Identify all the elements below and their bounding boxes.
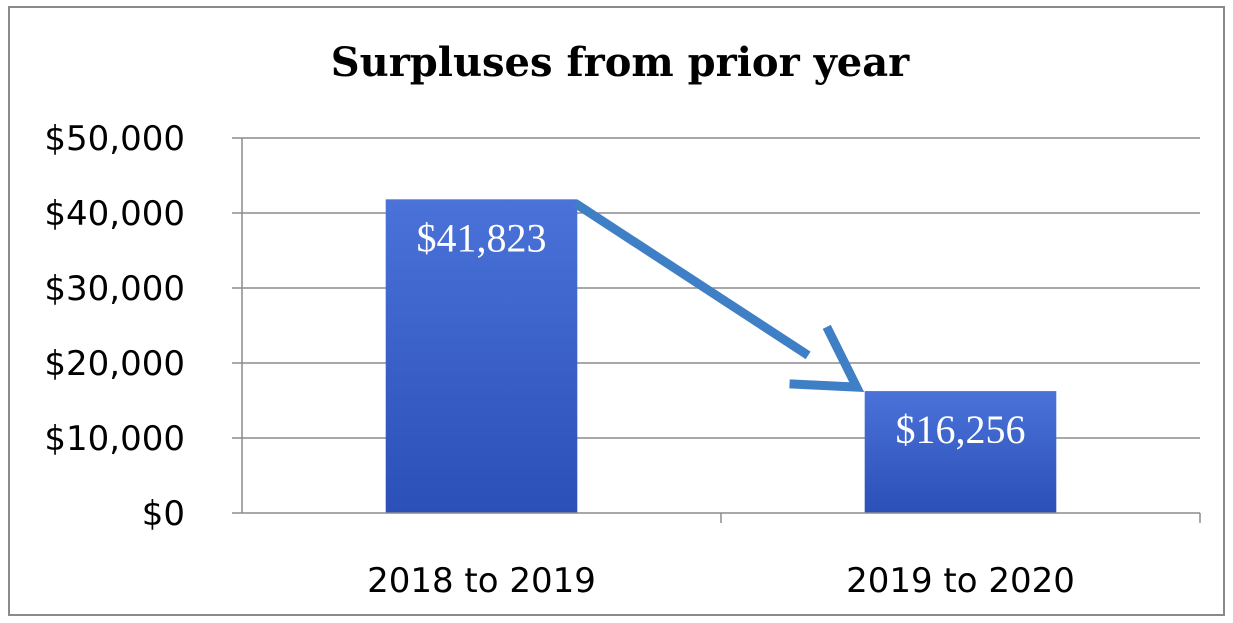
trend-arrow-head: [789, 324, 865, 392]
chart-frame: [8, 6, 1225, 616]
y-tick-label: $20,000: [44, 344, 185, 384]
y-tick-label: $30,000: [44, 269, 185, 309]
bar: [385, 199, 578, 513]
data-label: $41,823: [417, 215, 547, 260]
x-category-label: 2018 to 2019: [367, 561, 596, 601]
bar: [864, 391, 1057, 513]
y-tick-label: $40,000: [44, 194, 185, 234]
y-tick-label: $10,000: [44, 419, 185, 459]
y-tick-label: $50,000: [44, 119, 185, 159]
x-category-label: 2019 to 2020: [846, 561, 1075, 601]
trend-arrow-shaft: [572, 199, 811, 360]
data-label: $16,256: [896, 407, 1026, 452]
chart-title: Surpluses from prior year: [331, 39, 910, 86]
y-tick-label: $0: [142, 494, 185, 534]
